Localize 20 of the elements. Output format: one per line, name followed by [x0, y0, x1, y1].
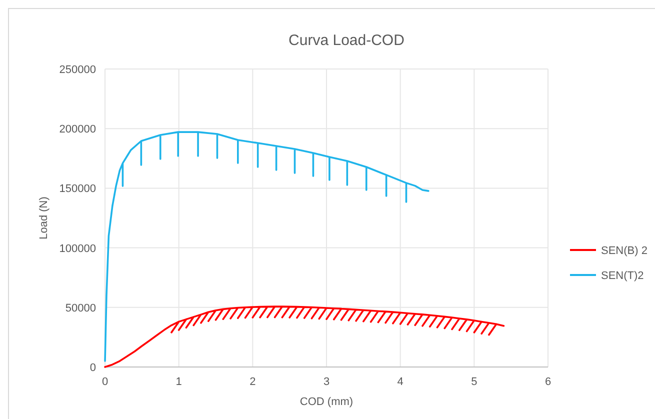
x-axis-title: COD (mm) [300, 396, 354, 408]
y-tick-label: 100000 [59, 242, 96, 255]
y-tick-label: 0 [90, 362, 96, 374]
y-tick-label: 200000 [59, 124, 96, 136]
x-tick-label: 3 [323, 376, 330, 388]
y-tick-label: 150000 [59, 183, 96, 196]
x-tick-label: 4 [397, 376, 404, 388]
chart-title: Curva Load-COD [288, 32, 405, 49]
x-tick-label: 5 [471, 376, 478, 388]
x-tick-label: 0 [102, 376, 108, 388]
x-tick-label: 1 [176, 376, 182, 388]
x-tick-label: 6 [544, 376, 552, 388]
line-series [104, 131, 430, 362]
y-tick-label: 50000 [65, 302, 96, 314]
y-axis-title: Load (N) [38, 196, 50, 240]
y-tick-label: 250000 [59, 64, 96, 76]
legend-label: SEN(B) 2 [601, 245, 648, 257]
line-series [104, 306, 505, 368]
legend-label: SEN(T)2 [601, 270, 644, 282]
x-tick-label: 2 [250, 376, 256, 388]
